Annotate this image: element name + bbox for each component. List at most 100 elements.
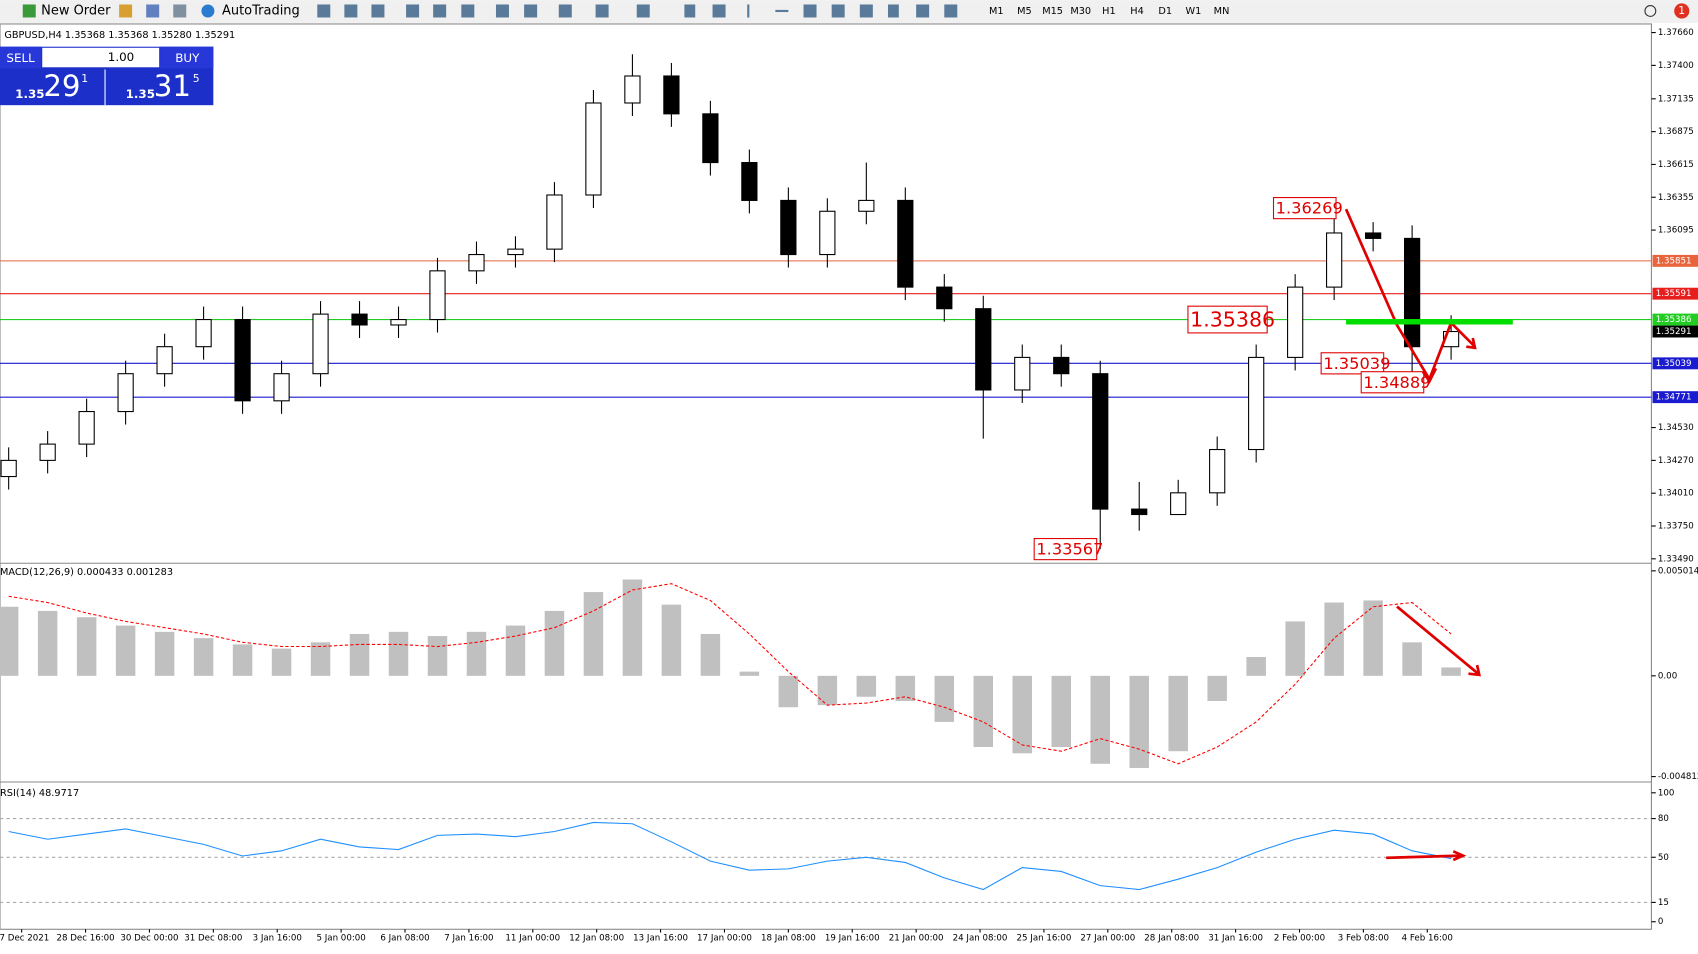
x-tick-label: 24 Jan 08:00 <box>953 933 1008 943</box>
tool-icon[interactable] <box>887 4 899 18</box>
arrowhead <box>1421 367 1438 385</box>
arrowhead <box>1466 337 1477 350</box>
timeframe-button[interactable]: D1 <box>1158 6 1172 17</box>
macd-bar <box>193 638 214 676</box>
timeframe-button[interactable]: H4 <box>1130 6 1144 17</box>
sell-button[interactable] <box>0 46 42 69</box>
search-icon[interactable] <box>1644 5 1657 17</box>
tool-icon[interactable] <box>406 4 420 18</box>
tool-icon[interactable] <box>944 4 958 18</box>
macd-bar <box>1090 675 1110 764</box>
timeframe-button[interactable]: W1 <box>1185 6 1201 17</box>
tool-icon[interactable] <box>775 9 789 13</box>
buy-label[interactable]: BUY <box>175 51 200 65</box>
tool-icon[interactable] <box>859 4 873 18</box>
auto-trading-button[interactable]: AutoTrading <box>222 3 300 18</box>
x-tick-label: 12 Jan 08:00 <box>569 933 624 943</box>
candle-body <box>936 286 953 310</box>
tool-icon[interactable] <box>317 4 331 18</box>
x-tick-label: 17 Jan 00:00 <box>697 933 752 943</box>
ask-small[interactable]: 5 <box>193 72 200 85</box>
price-annotation-box <box>1033 538 1098 561</box>
candle-body <box>468 254 485 272</box>
tool-icon[interactable] <box>495 4 509 18</box>
level-tag <box>1652 313 1698 326</box>
tool-icon[interactable] <box>636 4 650 18</box>
tool-icon[interactable] <box>595 4 609 18</box>
tool-icon[interactable] <box>558 4 572 18</box>
tool-icon[interactable] <box>344 4 358 18</box>
price-annotation: 1.35039 <box>1323 354 1390 373</box>
tool-icon[interactable] <box>461 4 475 18</box>
y-tick-label: 1.37135 <box>1658 94 1694 104</box>
macd-bar <box>1129 675 1149 768</box>
x-tick-label: 28 Dec 16:00 <box>56 933 114 943</box>
candle-body <box>156 346 173 375</box>
timeframe-button[interactable]: MN <box>1214 6 1230 17</box>
ask-prefix[interactable]: 1.35 <box>126 87 155 101</box>
tool-icon[interactable] <box>747 4 750 18</box>
candle-body <box>1053 356 1070 375</box>
tool-icon[interactable] <box>803 4 817 18</box>
candle-body <box>1287 286 1304 358</box>
alerts-badge[interactable] <box>1674 3 1690 19</box>
new-order-button[interactable]: New Order <box>41 3 111 18</box>
candle-body <box>780 199 797 256</box>
auto-trading-icon[interactable] <box>201 4 215 18</box>
timeframe-button[interactable]: H1 <box>1102 6 1116 17</box>
toolbar <box>0 0 1698 23</box>
new-order-icon[interactable] <box>22 4 36 18</box>
tool-icon[interactable] <box>712 4 726 18</box>
tool-icon[interactable] <box>684 4 696 18</box>
x-tick-label: 4 Feb 16:00 <box>1402 933 1453 943</box>
x-tick-label: 13 Jan 16:00 <box>633 933 688 943</box>
tool-icon[interactable] <box>119 4 133 18</box>
lot-input[interactable] <box>42 47 160 68</box>
sell-label[interactable]: SELL <box>6 51 35 65</box>
macd-bar <box>349 633 370 676</box>
candle-body <box>897 199 914 288</box>
x-tick-label: 7 Jan 16:00 <box>444 933 493 943</box>
candle-body <box>1326 232 1343 288</box>
level-label: 1.35591 <box>1656 289 1692 299</box>
macd-bar <box>778 675 799 708</box>
timeframe-button[interactable]: M5 <box>1017 6 1032 17</box>
timeframe-button[interactable]: M30 <box>1070 6 1091 17</box>
macd-bar <box>583 592 604 676</box>
macd-bar <box>1012 675 1033 754</box>
buy-button[interactable] <box>160 46 214 69</box>
macd-label: MACD(12,26,9) 0.000433 0.001283 <box>0 567 173 578</box>
alerts-count: 1 <box>1678 4 1685 17</box>
price-annotation-box <box>1187 305 1268 334</box>
lot-value[interactable]: 1.00 <box>108 50 135 64</box>
rsi-line <box>8 821 1452 891</box>
tool-icon[interactable] <box>831 4 845 18</box>
macd-bar <box>76 617 97 676</box>
timeframe-button[interactable]: M15 <box>1042 6 1063 17</box>
macd-bar <box>895 675 916 701</box>
y-tick-label: 0 <box>1658 917 1664 927</box>
y-tick-label: 1.33750 <box>1658 522 1694 532</box>
tool-icon[interactable] <box>916 4 930 18</box>
macd-bar <box>739 671 760 676</box>
price-annotation: 1.34889 <box>1363 373 1430 392</box>
level-label: 1.34771 <box>1656 393 1692 403</box>
timeframe-button[interactable]: M1 <box>989 6 1004 17</box>
tool-icon[interactable] <box>524 4 538 18</box>
bid-small[interactable]: 1 <box>81 72 88 85</box>
y-tick-label: 0.00 <box>1658 671 1677 681</box>
ask-big[interactable]: 31 <box>154 69 191 103</box>
tool-icon[interactable] <box>173 4 187 18</box>
candle-body <box>234 319 251 402</box>
tool-icon[interactable] <box>146 4 160 18</box>
candle-body <box>507 248 524 256</box>
bid-prefix[interactable]: 1.35 <box>15 87 44 101</box>
tool-icon[interactable] <box>371 4 385 18</box>
x-tick-label: 18 Jan 08:00 <box>761 933 816 943</box>
tool-icon[interactable] <box>433 4 447 18</box>
macd-bar <box>661 604 682 676</box>
candle-body <box>273 373 290 402</box>
candle-body <box>429 270 446 321</box>
bid-big[interactable]: 29 <box>43 69 80 103</box>
macd-bar <box>700 633 721 676</box>
